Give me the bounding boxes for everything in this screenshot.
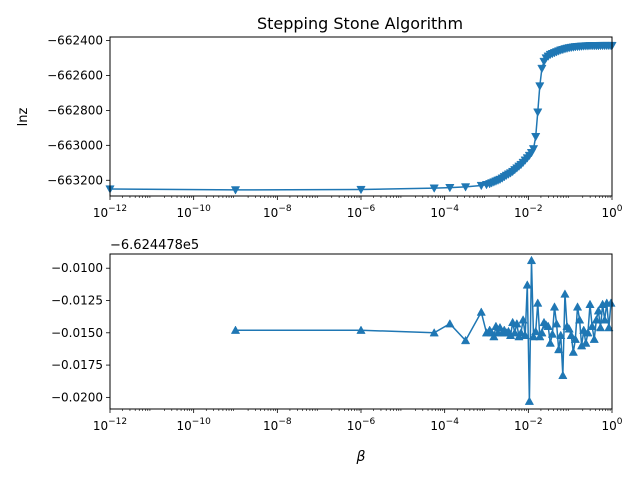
data-point [460, 335, 471, 345]
data-point [595, 322, 606, 332]
bottom-plot-area [230, 255, 616, 405]
data-point [476, 181, 486, 191]
data-point [556, 330, 566, 339]
data-point [520, 330, 530, 339]
data-point [570, 334, 580, 343]
data-point [230, 325, 241, 334]
y-axis-label: lnz [16, 107, 31, 126]
data-point [460, 183, 471, 192]
data-point [606, 298, 616, 307]
data-point [591, 315, 601, 324]
data-point [572, 302, 583, 311]
x-tick-label: 100 [601, 204, 622, 220]
data-point [535, 82, 545, 91]
data-point [558, 370, 568, 380]
data-point [518, 315, 528, 324]
data-point [528, 145, 539, 154]
data-point [510, 328, 520, 337]
y-axis-offset-label: −6.624478e5 [110, 238, 199, 253]
data-point [524, 396, 535, 405]
y-axis-ticks: −0.0200 −0.0175 −0.0150 −0.0125 −0.0100 [51, 261, 110, 404]
y-axis-ticks: −663200 −663000 −662800 −662600 −662400 [47, 33, 110, 187]
y-tick-label: −0.0125 [51, 294, 103, 308]
y-tick-label: −662800 [47, 103, 103, 117]
data-point [429, 328, 439, 337]
x-tick-label: 10−12 [93, 204, 127, 220]
top-chart: Stepping Stone Algorithm lnz 10−12 10−10 1… [16, 14, 623, 220]
top-plot-area [105, 41, 617, 195]
data-point [537, 328, 547, 337]
x-tick-label: 10−4 [430, 204, 459, 220]
data-point [566, 330, 576, 339]
chart-title: Stepping Stone Algorithm [257, 14, 463, 33]
y-tick-label: −0.0100 [51, 261, 103, 275]
data-point [533, 108, 543, 117]
data-point [551, 319, 562, 328]
x-tick-label: 10−8 [263, 417, 292, 433]
data-point [537, 64, 547, 74]
y-tick-label: −663200 [47, 173, 103, 187]
data-point [574, 315, 585, 324]
data-point [533, 298, 543, 307]
data-point [549, 302, 560, 311]
data-point [585, 299, 595, 308]
data-point [528, 331, 539, 341]
data-point [445, 319, 455, 328]
data-point [516, 328, 526, 337]
bottom-chart: −6.624478e5 β 10−12 10−10 10−8 10−6 10−4 10−2… [51, 238, 623, 465]
x-tick-label: 100 [601, 417, 622, 433]
data-point [356, 185, 366, 195]
y-tick-label: −0.0200 [51, 390, 103, 404]
data-point [429, 184, 439, 193]
plot-frame [109, 36, 613, 197]
data-point [564, 324, 574, 333]
y-tick-label: −662400 [47, 33, 103, 47]
plot-frame [109, 253, 613, 410]
x-axis-label: β [356, 449, 366, 465]
y-tick-label: −662600 [47, 68, 103, 82]
data-point [583, 328, 593, 337]
data-point [445, 184, 455, 193]
x-tick-label: 10−6 [347, 204, 376, 220]
x-tick-label: 10−2 [514, 204, 543, 220]
data-point [531, 326, 541, 336]
x-tick-label: 10−6 [347, 417, 376, 433]
data-point [589, 334, 599, 343]
x-tick-label: 10−10 [177, 204, 212, 220]
data-point [587, 321, 597, 330]
data-point [522, 280, 532, 289]
data-point [476, 307, 486, 316]
x-tick-label: 10−2 [514, 417, 543, 433]
data-point [568, 347, 578, 356]
x-axis-ticks: 10−12 10−10 10−8 10−6 10−4 10−2 100 [93, 196, 623, 220]
data-point [579, 325, 589, 334]
data-point [560, 289, 570, 298]
data-point [554, 344, 564, 354]
data-point [600, 315, 610, 324]
data-point [545, 338, 555, 347]
data-point [581, 338, 591, 347]
data-point [526, 255, 537, 265]
data-point [531, 132, 541, 142]
data-point [604, 322, 614, 332]
x-tick-label: 10−12 [93, 417, 127, 433]
y-tick-label: −0.0175 [51, 358, 103, 372]
data-point [547, 329, 558, 338]
x-tick-label: 10−4 [430, 417, 459, 433]
y-tick-label: −663000 [47, 138, 103, 152]
data-point [230, 186, 241, 195]
x-tick-label: 10−8 [263, 204, 292, 220]
data-point [593, 306, 604, 315]
data-point [356, 325, 366, 334]
x-tick-label: 10−10 [177, 417, 212, 433]
data-point [543, 321, 553, 330]
y-tick-label: −0.0150 [51, 326, 103, 340]
